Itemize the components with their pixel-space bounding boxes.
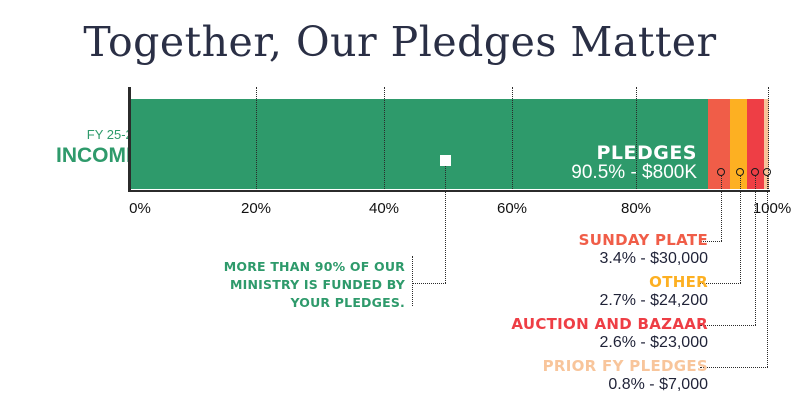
chart-title: Together, Our Pledges Matter	[83, 18, 717, 66]
connector-auction-h	[700, 325, 756, 326]
connector-prior-fy-h	[700, 367, 768, 368]
gridline-20	[256, 87, 257, 191]
tick-0: 0%	[129, 200, 151, 217]
row-year-label: FY 25-26	[86, 127, 140, 142]
gridline-60	[512, 87, 513, 191]
value-auction-bazaar: 2.6% - $23,000	[599, 334, 708, 351]
value-sunday-plate: 3.4% - $30,000	[599, 250, 708, 267]
tick-40: 40%	[368, 200, 400, 217]
value-prior-fy-pledges: 0.8% - $7,000	[608, 376, 708, 393]
label-prior-fy-pledges: PRIOR FY PLEDGES	[542, 357, 708, 375]
tick-20: 20%	[240, 200, 272, 217]
connector-prior-fy-v	[767, 176, 768, 367]
tick-100: 100%	[752, 200, 792, 217]
callout-circle-icon	[717, 168, 725, 176]
connector-other-v	[740, 176, 741, 283]
label-auction-bazaar: AUCTION AND BAZAAR	[511, 315, 708, 333]
note-connector-horizontal	[412, 283, 446, 284]
y-axis	[128, 87, 131, 192]
row-name-label: INCOME	[56, 144, 140, 167]
label-other: OTHER	[649, 273, 708, 291]
gridline-100	[768, 87, 769, 191]
connector-sunday-plate-h	[700, 241, 722, 242]
pledges-note: MORE THAN 90% OF OUR MINISTRY IS FUNDED …	[224, 258, 405, 312]
pledges-value: 90.5% - $800K	[571, 162, 697, 183]
connector-other-h	[700, 283, 741, 284]
note-connector-vertical	[445, 166, 446, 283]
callout-circle-icon	[763, 168, 771, 176]
x-axis	[128, 190, 770, 192]
pledges-label: PLEDGES	[596, 142, 697, 164]
tick-60: 60%	[496, 200, 528, 217]
bar-segment-prior-fy	[764, 99, 769, 189]
note-line-1: MORE THAN 90% OF OUR	[223, 259, 405, 274]
value-other: 2.7% - $24,200	[599, 292, 708, 309]
connector-sunday-plate-v	[721, 176, 722, 241]
label-sunday-plate: SUNDAY PLATE	[578, 231, 708, 249]
callout-circle-icon	[736, 168, 744, 176]
note-bracket	[412, 256, 413, 306]
marker-square-icon	[440, 155, 451, 166]
bar-segment-other	[730, 99, 747, 189]
bar-segment-sunday-plate	[708, 99, 730, 189]
note-line-2: MINISTRY IS FUNDED BY	[230, 277, 405, 292]
bar-segment-pledges	[130, 99, 708, 189]
gridline-40	[384, 87, 385, 191]
gridline-80	[636, 87, 637, 191]
callout-circle-icon	[751, 168, 759, 176]
note-line-3: YOUR PLEDGES.	[290, 295, 405, 310]
bar-segment-auction-bazaar	[747, 99, 764, 189]
connector-auction-v	[755, 176, 756, 325]
tick-80: 80%	[620, 200, 652, 217]
